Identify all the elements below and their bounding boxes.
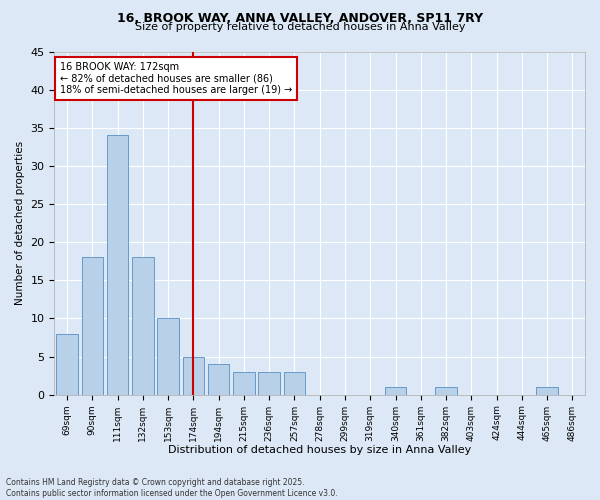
Bar xyxy=(385,387,406,394)
Bar xyxy=(107,136,128,394)
Y-axis label: Number of detached properties: Number of detached properties xyxy=(15,141,25,305)
Text: Contains HM Land Registry data © Crown copyright and database right 2025.
Contai: Contains HM Land Registry data © Crown c… xyxy=(6,478,338,498)
Bar xyxy=(233,372,254,394)
Bar xyxy=(182,356,204,395)
Bar xyxy=(435,387,457,394)
Bar xyxy=(56,334,78,394)
Bar xyxy=(132,258,154,394)
Text: 16, BROOK WAY, ANNA VALLEY, ANDOVER, SP11 7RY: 16, BROOK WAY, ANNA VALLEY, ANDOVER, SP1… xyxy=(117,12,483,26)
X-axis label: Distribution of detached houses by size in Anna Valley: Distribution of detached houses by size … xyxy=(168,445,472,455)
Bar xyxy=(259,372,280,394)
Bar xyxy=(82,258,103,394)
Text: Size of property relative to detached houses in Anna Valley: Size of property relative to detached ho… xyxy=(135,22,465,32)
Bar xyxy=(536,387,558,394)
Bar xyxy=(284,372,305,394)
Text: 16 BROOK WAY: 172sqm
← 82% of detached houses are smaller (86)
18% of semi-detac: 16 BROOK WAY: 172sqm ← 82% of detached h… xyxy=(60,62,292,95)
Bar xyxy=(208,364,229,394)
Bar xyxy=(157,318,179,394)
